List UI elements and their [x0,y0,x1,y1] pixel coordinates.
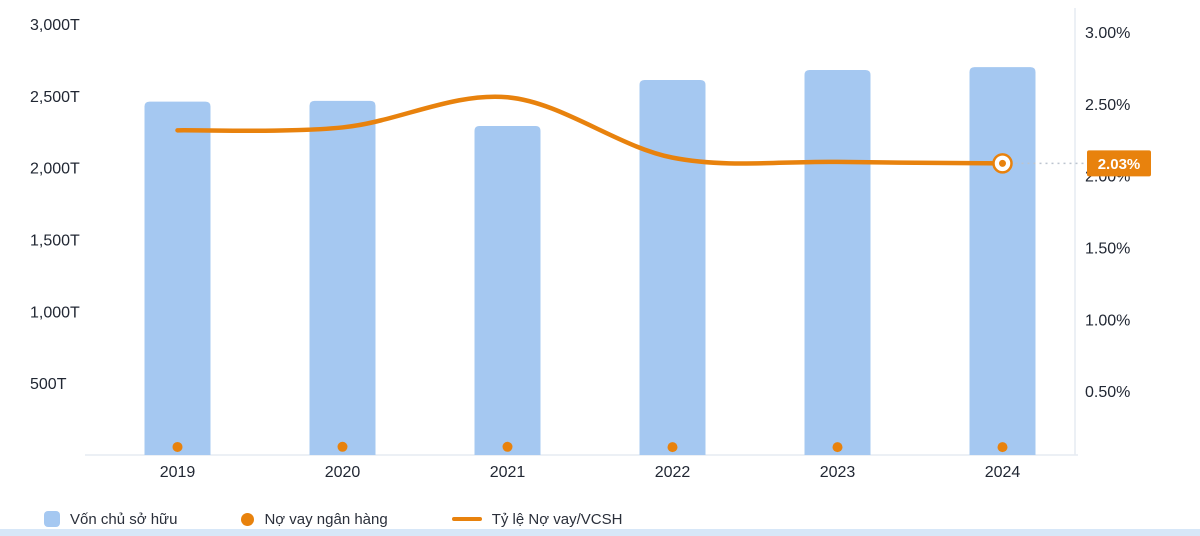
ratio-annotation-badge [1087,150,1151,177]
x-axis-label: 2022 [655,464,691,481]
ratio-annotation-label: 2.03% [1098,156,1141,173]
right-axis-tick: 0.50% [1085,384,1130,401]
legend-label-bank-debt: Nợ vay ngân hàng [264,510,388,528]
legend-item-ratio[interactable]: Tỷ lệ Nợ vay/VCSH [451,510,623,528]
dot-swatch-icon [241,512,255,526]
left-axis-tick: 3,000T [30,17,80,34]
bank-debt-point [337,441,348,452]
bottom-strip [0,529,1200,536]
legend-item-bank-debt[interactable]: Nợ vay ngân hàng [241,510,388,528]
bank-debt-point [172,441,183,452]
x-axis-label: 2020 [325,464,361,481]
equity-bar [309,100,376,455]
equity-bar [639,80,706,455]
right-axis-tick: 1.50% [1085,241,1130,258]
equity-bar [474,126,541,456]
line-swatch-icon [451,517,482,521]
legend-item-equity[interactable]: Vốn chủ sở hữu [44,511,177,528]
right-axis-tick: 2.50% [1085,97,1130,114]
x-axis-label: 2023 [820,464,856,481]
left-axis-tick: 500T [30,376,67,393]
left-axis-tick: 1,000T [30,304,80,321]
equity-bar [969,67,1036,455]
left-axis-tick: 2,500T [30,89,80,106]
right-axis-tick: 3.00% [1085,25,1130,42]
line-end-marker-dot [999,159,1006,167]
right-axis-tick: 1.00% [1085,312,1130,329]
chart-svg: 3,000T 2,500T 2,000T 1,500T 1,000T 500T 3.00% 2… [30,8,1151,481]
ratio-line [175,94,1005,166]
x-axis-label: 2024 [985,464,1021,481]
equity-bar [144,101,211,455]
equity-bar [804,69,871,456]
legend: Vốn chủ sở hữu Nợ vay ngân hàng Tỷ lệ Nợ… [0,504,1200,534]
legend-label-ratio: Tỷ lệ Nợ vay/VCSH [491,510,623,528]
left-axis-tick: 2,000T [30,161,80,178]
legend-label-equity: Vốn chủ sở hữu [70,510,178,528]
bank-debt-point [997,442,1008,453]
x-axis-label: 2019 [160,464,196,481]
left-axis-tick: 1,500T [30,233,80,250]
bank-debt-point [832,442,843,453]
bank-debt-point [502,441,513,452]
bank-debt-point [667,442,678,453]
bar-swatch-icon [44,511,60,527]
x-axis-label: 2021 [490,464,526,481]
